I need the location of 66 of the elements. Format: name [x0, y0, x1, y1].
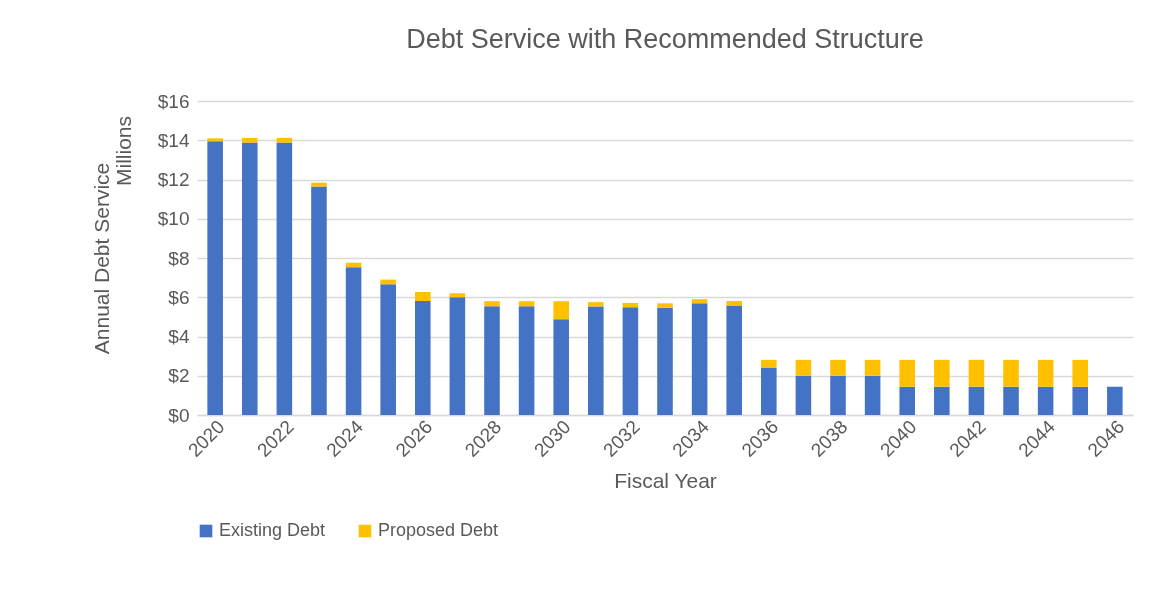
y-tick-label: $6	[168, 286, 190, 308]
bar	[761, 367, 777, 415]
bar	[622, 302, 639, 308]
y-tick-label: $2	[168, 365, 190, 387]
bar	[934, 386, 950, 415]
bar	[1072, 359, 1089, 387]
bar	[830, 375, 846, 415]
bar	[518, 301, 535, 307]
bar	[899, 386, 915, 415]
bar	[1107, 386, 1123, 415]
bar	[657, 307, 673, 415]
bar	[207, 138, 223, 142]
bar	[276, 142, 293, 415]
bar	[588, 306, 604, 415]
bar	[968, 386, 985, 415]
bar	[415, 291, 431, 301]
bar	[588, 302, 604, 307]
bar	[311, 186, 327, 415]
bar	[380, 284, 396, 415]
y-tick-label: $14	[157, 129, 190, 151]
bar	[1003, 359, 1019, 387]
bar	[553, 319, 569, 415]
y-axis-title: Annual Debt Service	[89, 162, 113, 355]
bar	[553, 301, 569, 320]
bar	[726, 305, 742, 415]
bar	[726, 300, 742, 306]
bar	[449, 293, 466, 298]
bar	[449, 297, 466, 415]
bar	[899, 359, 915, 387]
bar	[484, 301, 500, 307]
bar	[1072, 386, 1089, 415]
x-axis-title: Fiscal Year	[614, 468, 717, 492]
bar	[864, 359, 881, 376]
bar	[415, 300, 431, 415]
bar	[1037, 359, 1054, 387]
y-tick-label: $10	[157, 208, 190, 230]
bar	[1037, 386, 1054, 415]
bar	[795, 375, 812, 415]
bar	[241, 137, 258, 143]
y-tick-label: $0	[168, 404, 190, 426]
bar	[311, 182, 327, 187]
bar	[864, 375, 881, 415]
bar	[795, 359, 812, 376]
y-tick-label: $16	[157, 90, 190, 112]
bar	[691, 303, 708, 415]
bar	[968, 359, 985, 387]
bar	[484, 306, 500, 415]
bar	[518, 306, 535, 415]
bar	[345, 267, 362, 415]
bar	[830, 359, 846, 376]
bar	[761, 359, 777, 368]
text: Millions	[112, 115, 135, 187]
y-tick-label: $12	[157, 169, 190, 190]
y-tick-label: $8	[168, 247, 190, 269]
bar	[207, 141, 223, 415]
bar	[241, 142, 258, 415]
y-tick-label: $4	[168, 326, 190, 347]
bar	[622, 307, 639, 415]
bar	[276, 137, 293, 143]
bar	[691, 299, 708, 304]
legend-label: Existing Debt	[219, 520, 326, 540]
legend-label: Proposed Debt	[378, 520, 499, 540]
bar	[934, 359, 950, 387]
bar	[1003, 386, 1019, 415]
bar	[657, 303, 673, 308]
chart-title: Debt Service with Recommended Structure	[406, 24, 924, 54]
